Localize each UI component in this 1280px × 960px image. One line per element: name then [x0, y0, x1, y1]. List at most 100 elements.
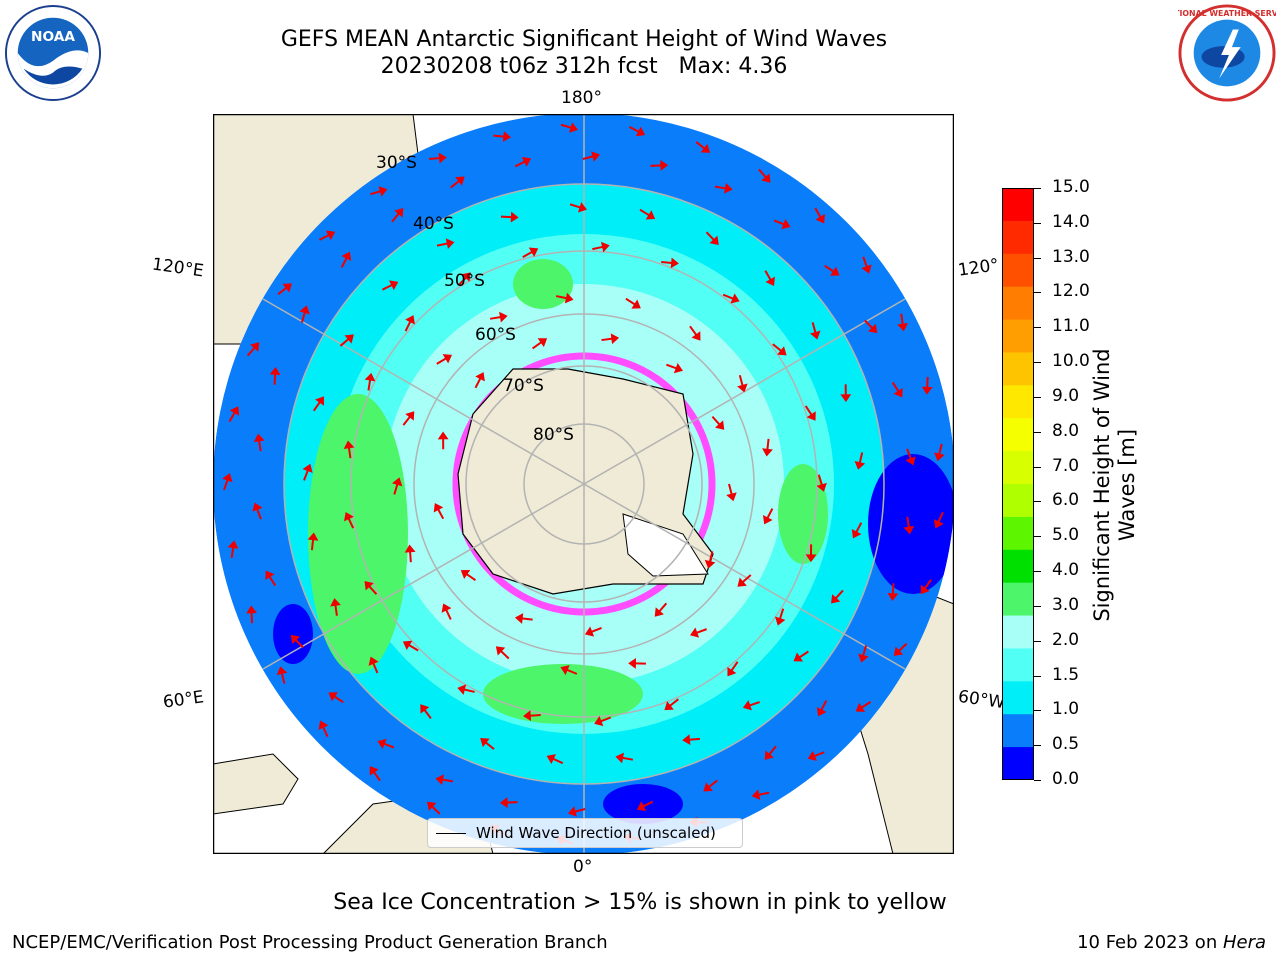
wave-direction-arrow	[569, 203, 581, 209]
lon-label-120e: 120°E	[150, 254, 205, 282]
colorbar-block	[1002, 484, 1034, 518]
noaa-logo-icon: NOAA	[4, 4, 102, 102]
wave-direction-arrow	[897, 642, 908, 653]
wave-direction-arrowhead	[830, 266, 840, 276]
wave-direction-arrow	[529, 713, 541, 717]
wave-direction-arrow	[708, 551, 714, 563]
wave-direction-arrowhead	[737, 577, 747, 587]
wave-direction-arrowhead	[265, 570, 275, 581]
wave-direction-arrowhead	[903, 525, 915, 535]
wave-direction-arrowhead	[420, 704, 430, 714]
wave-direction-arrow	[758, 791, 770, 796]
wave-direction-arrow	[891, 583, 895, 595]
wave-direction-arrow	[409, 551, 412, 563]
colorbar-tick-label: 3.0	[1052, 594, 1080, 615]
colorbar-tick-label: 6.0	[1052, 490, 1080, 511]
wave-direction-arrowhead	[610, 333, 620, 345]
lon-label-180: 180°	[561, 88, 602, 108]
wave-direction-arrowhead	[805, 554, 817, 563]
wave-direction-arrowhead	[402, 640, 413, 651]
lat-label-60s: 60°S	[475, 325, 516, 345]
colorbar-block	[1002, 286, 1034, 321]
wave-direction-arrow	[277, 286, 288, 296]
colorbar-tick-label: 10.0	[1052, 351, 1090, 372]
colorbar-tick-mark	[1034, 745, 1041, 747]
wave-direction-arrow	[457, 276, 467, 286]
wave-direction-arrowhead	[521, 157, 532, 167]
wave-direction-arrowhead	[392, 477, 403, 487]
wave-direction-arrowhead	[703, 782, 713, 792]
colorbar-tick-mark	[1034, 501, 1041, 503]
legend-line-icon	[436, 832, 466, 834]
colorbar-tick-label: 5.0	[1052, 525, 1080, 546]
wave-direction-arrow	[347, 517, 355, 529]
wave-direction-arrow	[450, 179, 460, 189]
colorbar-tick-mark	[1034, 396, 1041, 398]
wave-direction-arrowhead	[455, 176, 465, 186]
wave-direction-arrow	[688, 737, 700, 741]
lat-label-50s: 50°S	[444, 271, 485, 291]
wave-direction-arrowhead	[495, 646, 506, 656]
wave-direction-arrowhead	[682, 734, 691, 746]
colorbar-tick-mark	[1034, 780, 1041, 781]
wave-direction-arrow	[310, 539, 315, 551]
wave-direction-arrowhead	[344, 512, 354, 522]
wave-direction-arrowhead	[389, 280, 399, 291]
title-line-2: 20230208 t06z 312h fcst Max: 4.36	[380, 54, 788, 79]
wave-direction-arrowhead	[700, 143, 711, 153]
wave-direction-arrowhead	[730, 293, 740, 304]
wave-direction-arrowhead	[290, 634, 300, 645]
wave-direction-arrow	[758, 168, 767, 179]
colorbar-block	[1002, 681, 1034, 715]
title-line-1: GEFS MEAN Antarctic Significant Height o…	[280, 27, 888, 52]
wave-direction-arrowhead	[594, 715, 604, 727]
lat-label-30s: 30°S	[376, 153, 417, 173]
wave-direction-arrowhead	[433, 503, 444, 513]
wave-direction-arrow	[891, 381, 900, 393]
wave-direction-arrow	[381, 283, 393, 291]
wave-direction-arrowhead	[528, 247, 539, 257]
wave-direction-arrow	[294, 638, 304, 649]
wave-direction-arrowhead	[781, 218, 791, 230]
lon-label-60e: 60°E	[161, 687, 206, 713]
wave-direction-arrow	[368, 585, 378, 595]
wave-direction-arrowhead	[560, 665, 570, 676]
wave-direction-arrow	[860, 701, 872, 709]
wave-direction-arrowhead	[664, 701, 674, 711]
wave-direction-arrowhead	[315, 396, 324, 406]
wave-direction-arrow	[408, 644, 419, 652]
colorbar-block	[1002, 516, 1034, 551]
wave-direction-arrow	[436, 242, 449, 247]
wave-direction-arrow	[639, 208, 650, 217]
wave-direction-arrowhead	[523, 710, 532, 722]
wave-direction-arrowhead	[435, 774, 444, 786]
wave-direction-arrow	[493, 134, 505, 138]
colorbar-tick-label: 7.0	[1052, 455, 1080, 476]
wave-direction-arrow	[820, 700, 828, 711]
wave-direction-arrow	[347, 447, 352, 459]
wave-direction-arrow	[766, 508, 774, 519]
wave-direction-arrowhead	[364, 372, 376, 382]
colorbar-tick-label: 15.0	[1052, 177, 1090, 197]
wave-direction-arrowhead	[438, 152, 447, 164]
wave-direction-arrowhead	[774, 616, 786, 626]
wave-direction-arrowhead	[905, 456, 916, 466]
wave-direction-arrowhead	[807, 750, 817, 761]
wave-direction-arrowhead	[810, 330, 821, 340]
wave-direction-arrowhead	[858, 653, 869, 663]
wave-direction-arrowhead	[222, 473, 233, 483]
wave-direction-arrow	[333, 695, 344, 704]
colorbar-block	[1002, 549, 1034, 584]
wave-direction-arrow	[463, 688, 475, 693]
wave-direction-arrow	[766, 438, 770, 450]
wave-direction-arrow	[318, 233, 330, 241]
wave-direction-arrow	[741, 574, 752, 584]
wave-direction-arrow	[906, 448, 912, 460]
colorbar-block	[1002, 188, 1034, 222]
colorbar-label: Significant Height of Wind Waves [m]	[1090, 348, 1139, 622]
wave-direction-arrow	[768, 745, 777, 756]
wave-direction-arrowhead	[564, 292, 574, 304]
wave-direction-arrowhead	[299, 305, 310, 315]
wave-direction-arrowhead	[591, 151, 601, 162]
wave-direction-arrow	[552, 757, 564, 765]
